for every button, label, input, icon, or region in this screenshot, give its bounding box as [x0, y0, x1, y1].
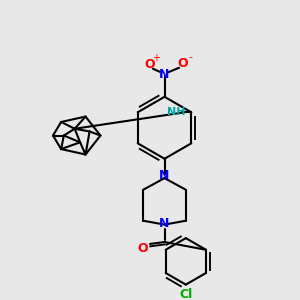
Text: Cl: Cl — [179, 288, 192, 300]
Text: NH: NH — [167, 107, 185, 117]
Text: O: O — [137, 242, 148, 255]
Text: N: N — [159, 217, 170, 230]
Text: +: + — [152, 53, 160, 63]
Text: N: N — [159, 68, 170, 81]
Text: O: O — [178, 57, 188, 70]
Text: -: - — [189, 52, 193, 62]
Text: N: N — [159, 169, 170, 182]
Text: O: O — [145, 58, 155, 71]
